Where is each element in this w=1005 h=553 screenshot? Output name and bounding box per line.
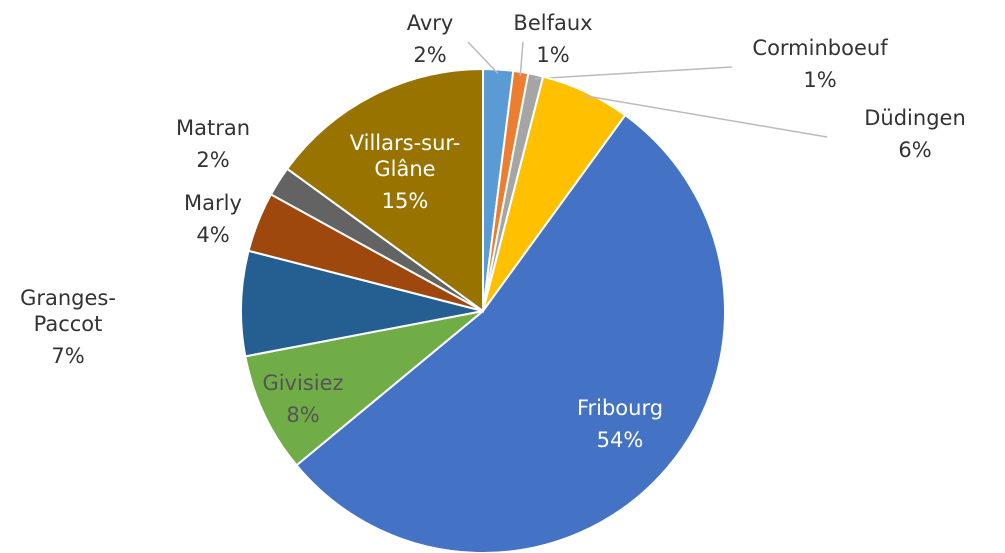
- label-line: Granges-: [20, 286, 116, 310]
- slice-label: Avry: [407, 11, 454, 35]
- value-label: 4%: [196, 223, 229, 247]
- value-label: 1%: [536, 43, 569, 67]
- value-label: 7%: [51, 344, 84, 368]
- label-line: Glâne: [374, 157, 435, 181]
- slice-label: Fribourg: [577, 396, 663, 420]
- value-label: 6%: [898, 138, 931, 162]
- slice-label: Corminboeuf: [752, 36, 888, 60]
- value-label: 8%: [286, 403, 319, 427]
- leader-line: [534, 66, 733, 80]
- slice-label: Marly: [184, 191, 242, 215]
- slice-label: Givisiez: [262, 371, 343, 395]
- value-label: 1%: [803, 68, 836, 92]
- pie-slice: [244, 310, 484, 467]
- slice-label: Belfaux: [513, 11, 592, 35]
- pie-slice: [285, 67, 484, 313]
- slice-label: Matran: [176, 116, 250, 140]
- leader-line: [584, 94, 828, 138]
- value-label: 2%: [196, 148, 229, 172]
- leader-line: [467, 41, 499, 74]
- slice-label: Düdingen: [864, 106, 966, 130]
- label-line: Villars-sur-: [350, 131, 461, 155]
- value-label: 15%: [382, 189, 429, 213]
- slice-label: Granges-Paccot: [20, 286, 116, 336]
- leader-line: [519, 41, 524, 76]
- slice-label: Villars-sur-Glâne: [350, 131, 461, 181]
- pie-slice: [295, 113, 726, 553]
- label-line: Paccot: [34, 312, 103, 336]
- value-label: 2%: [413, 43, 446, 67]
- value-label: 54%: [597, 428, 644, 452]
- pie-slice: [240, 249, 484, 358]
